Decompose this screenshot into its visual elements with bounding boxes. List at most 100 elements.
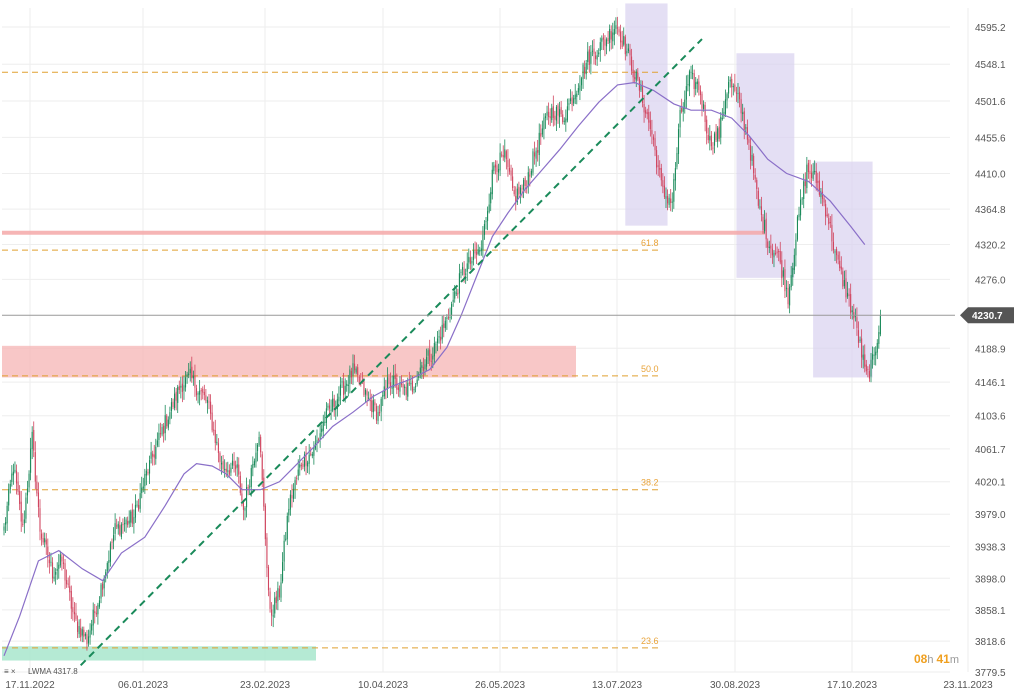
candle-body [792, 267, 794, 278]
candle-body [69, 586, 71, 593]
candle-body [620, 31, 622, 43]
candle-body [116, 525, 118, 527]
candle-body [372, 400, 374, 413]
x-tick-label: 10.04.2023 [358, 680, 408, 691]
candle-body [130, 511, 132, 523]
candle-body [388, 377, 390, 385]
candle-body [652, 136, 655, 140]
candle-body [138, 504, 140, 510]
candle-body [677, 129, 680, 155]
candle-body [421, 365, 423, 368]
candle-body [839, 260, 841, 269]
candle-body [699, 90, 701, 95]
candle-body [415, 386, 417, 388]
candle-body [131, 509, 133, 524]
candle-body [596, 55, 598, 60]
lwma-legend[interactable]: ≡ × LWMA 4317.8 [4, 667, 78, 676]
candle-body [58, 564, 60, 569]
candle-body [25, 497, 27, 519]
candle-body [436, 338, 439, 344]
candle-body [635, 71, 637, 81]
candle-body [566, 106, 568, 121]
candle-body [842, 271, 844, 287]
candle-body [641, 86, 644, 103]
candle-body [579, 85, 581, 91]
candle-body [374, 402, 376, 406]
candle-body [253, 461, 255, 466]
candle-body [659, 168, 661, 170]
candle-body [181, 383, 183, 392]
candle-body [776, 251, 778, 254]
candle-body [325, 408, 327, 423]
y-tick-label: 4146.1 [975, 378, 1006, 389]
y-axis[interactable]: 4595.2 4548.1 4501.6 4455.6 4410.0 4364.8 4320… [975, 23, 1006, 679]
candle-body [826, 214, 828, 217]
candle-body [663, 185, 665, 197]
candle-body [188, 373, 190, 376]
candle-body [660, 167, 662, 181]
candle-body [723, 111, 725, 117]
candle-body [785, 287, 788, 289]
candle-body [685, 86, 687, 100]
candle-body [624, 36, 626, 55]
candle-body [771, 248, 773, 256]
candle-body [134, 504, 137, 518]
candle-body [762, 216, 764, 231]
candle-body [139, 493, 141, 509]
x-axis[interactable]: 17.11.2022 06.01.2023 23.02.2023 10.04.2023… [5, 680, 993, 691]
trendline[interactable] [79, 38, 703, 666]
candle-body [585, 63, 587, 75]
candle-body [300, 465, 302, 467]
candle-body [562, 114, 564, 123]
indicator-settings-icon[interactable]: ≡ × [4, 667, 16, 676]
candle-body [145, 470, 147, 476]
candle-body [734, 84, 736, 91]
candle-body [505, 151, 507, 160]
candle-body [856, 317, 858, 329]
candle-body [354, 363, 356, 371]
candle-body [463, 269, 465, 275]
price-tag-shape [960, 307, 1014, 324]
candle-body [551, 107, 553, 121]
y-tick-label: 3979.0 [975, 510, 1006, 521]
candle-body [665, 196, 667, 199]
candle-body [236, 464, 238, 468]
candle-body [854, 315, 856, 317]
candle-body [501, 154, 503, 156]
red-level-line [2, 230, 765, 235]
uptrend-line[interactable] [79, 38, 703, 666]
candle-body [12, 471, 14, 476]
candle-body [159, 433, 162, 435]
candle-body [133, 517, 135, 524]
candle-body [364, 389, 367, 395]
candle-body [153, 454, 155, 458]
candle-body [70, 591, 72, 609]
candle-body [471, 260, 473, 264]
candle-body [346, 383, 348, 386]
candle-body [737, 93, 739, 95]
candle-body [605, 39, 608, 47]
candle-body [615, 25, 617, 29]
candle-body [726, 94, 728, 101]
candle-body [316, 439, 318, 443]
candle-body [289, 494, 291, 510]
candle-body [623, 36, 625, 45]
candle-body [742, 112, 744, 115]
candle-body [271, 609, 273, 616]
candle-body [690, 71, 692, 73]
candle-body [416, 379, 418, 385]
candle-body [400, 383, 403, 385]
candle-body [867, 369, 869, 371]
candle-body [17, 481, 19, 492]
candle-body [784, 269, 786, 292]
candle-body [831, 224, 833, 242]
candle-body [739, 92, 741, 100]
candle-body [84, 634, 86, 636]
candle-body [432, 355, 434, 360]
candle-body [349, 369, 351, 384]
candle-body [718, 126, 720, 139]
candle-body [422, 366, 424, 371]
candle-body [828, 218, 830, 225]
